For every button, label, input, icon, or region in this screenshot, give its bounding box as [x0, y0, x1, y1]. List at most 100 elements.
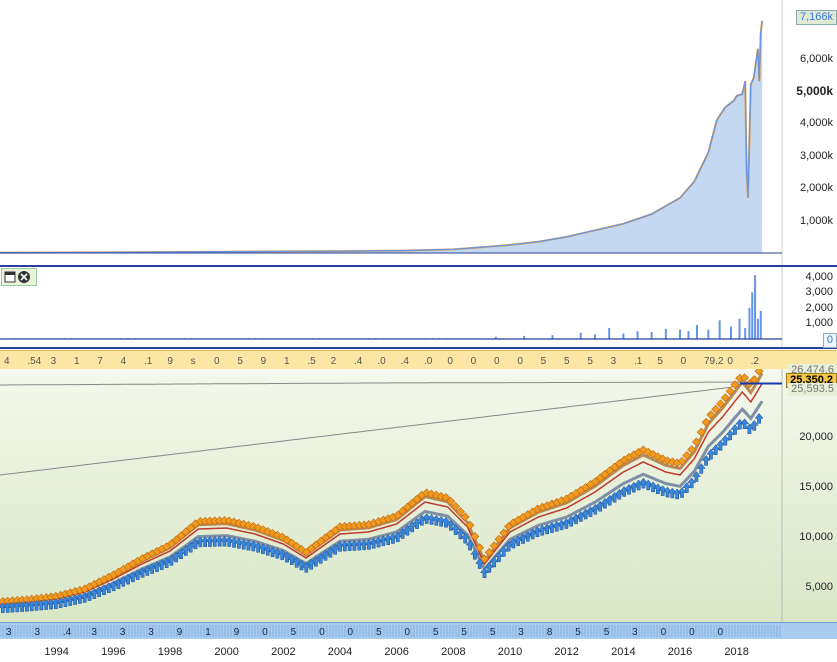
- strip-top-label: 5: [657, 356, 663, 367]
- strip-top-label: 3: [51, 356, 57, 367]
- equity-chart: [0, 0, 783, 265]
- buy-arrow: [691, 471, 701, 482]
- sell-marker: [480, 554, 489, 564]
- buy-arrow: [725, 429, 735, 441]
- strip-top-label: .0: [424, 356, 433, 367]
- strip-top-label: 5: [587, 356, 593, 367]
- price-pane: [0, 369, 837, 637]
- sell-marker: [465, 520, 475, 530]
- strip-bottom-label: 5: [376, 627, 382, 638]
- volume-bar: [730, 326, 732, 339]
- strip-top-label: 1: [284, 356, 290, 367]
- sell-marker: [306, 544, 316, 554]
- strip-bottom-label: 5: [490, 627, 496, 638]
- volume-bar: [687, 331, 690, 339]
- sell-marker: [460, 512, 470, 522]
- volume-y-tick: 1,000: [805, 317, 833, 330]
- strip-bottom-label: 0: [689, 627, 695, 638]
- equity-y-tick: 1,000k: [799, 214, 833, 227]
- strip-top-label: 0: [447, 356, 453, 367]
- sell-marker: [730, 380, 740, 390]
- buy-arrow: [475, 558, 485, 569]
- buy-arrow: [470, 548, 480, 560]
- strip-bottom-label: 3: [120, 627, 126, 638]
- volume-bar: [679, 329, 681, 339]
- strip-bottom-label: 9: [234, 627, 240, 638]
- strip-bottom-label: 3: [34, 627, 40, 638]
- volume-bar: [608, 328, 611, 339]
- volume-bar: [622, 333, 625, 339]
- sell-marker: [412, 494, 422, 504]
- buy-arrow: [354, 539, 364, 551]
- sell-marker: [494, 534, 504, 544]
- buy-arrow: [696, 463, 706, 474]
- strip-bottom-label: 8: [547, 627, 553, 638]
- strip-top-label: 5: [564, 356, 570, 367]
- strip-top-label: s: [191, 356, 196, 367]
- x-axis-year-label: 1998: [157, 646, 183, 658]
- price-y-tick: 10,000: [799, 531, 833, 543]
- strip-top-label: 0: [494, 356, 500, 367]
- buy-arrow: [345, 540, 355, 552]
- sell-marker: [489, 541, 499, 551]
- strip-top-label: 4: [121, 356, 127, 367]
- equity-y-tick: 6,000k: [799, 52, 833, 65]
- strip-bottom-label: 3: [518, 627, 524, 638]
- sell-marker: [186, 523, 196, 533]
- volume-y-tick: 3,000: [805, 286, 833, 299]
- strip-top-label: 1: [74, 356, 80, 367]
- strip-bottom-label: 0: [348, 627, 354, 638]
- sell-marker: [716, 399, 725, 409]
- buy-arrow: [489, 556, 499, 568]
- equity-area: [0, 20, 763, 253]
- strip-top-label: .54: [27, 356, 41, 367]
- strip-bottom-label: 0: [661, 627, 667, 638]
- buy-arrow: [701, 455, 711, 466]
- maximize-icon[interactable]: [4, 271, 16, 283]
- equity-y-tick: 5,000k: [796, 84, 833, 98]
- strip-bottom-label: 9: [177, 627, 183, 638]
- sell-marker: [677, 456, 687, 466]
- x-axis-year-label: 2000: [214, 646, 239, 658]
- strip-top-label: .1: [634, 356, 643, 367]
- buy-arrow: [730, 424, 740, 435]
- sell-marker: [311, 540, 321, 550]
- buy-arrow: [754, 412, 764, 424]
- sell-marker: [682, 451, 692, 460]
- strip-bottom-label: 3: [632, 627, 638, 638]
- sell-marker: [316, 536, 326, 546]
- volume-bar: [636, 331, 639, 339]
- strip-bottom-label: 1: [205, 627, 211, 638]
- volume-bar: [759, 310, 762, 339]
- label-strip-bottom: 3 3 .4 3 3 3 9 1 9 0 5 0 0 5 0 5 5 5 3 8 5 5 3 0 0 0: [0, 622, 837, 639]
- volume-bar: [756, 318, 759, 339]
- strip-top-label: 0: [471, 356, 477, 367]
- sell-marker: [590, 477, 600, 487]
- strip-top-label: 0: [517, 356, 523, 367]
- strip-bottom-label: .4: [63, 627, 72, 638]
- strip-top-label: .0: [377, 356, 386, 367]
- strip-top-label: 5: [237, 356, 243, 367]
- sell-marker: [166, 539, 176, 549]
- equity-last-value-tag: 7,166k: [795, 10, 837, 25]
- sell-marker: [181, 527, 191, 537]
- sell-marker: [301, 547, 311, 557]
- x-axis-year-label: 2008: [441, 646, 466, 658]
- strip-bottom-label: 3: [91, 627, 97, 638]
- close-icon[interactable]: [18, 271, 30, 283]
- equity-line: [0, 20, 763, 254]
- buy-arrow: [460, 532, 470, 544]
- sell-marker: [171, 535, 181, 545]
- volume-y-tick: 2,000: [805, 301, 833, 314]
- sell-marker: [325, 529, 335, 539]
- strip-top-label: 0: [214, 356, 220, 367]
- sell-marker: [600, 469, 610, 479]
- price-chart: [0, 369, 783, 637]
- sell-marker: [610, 462, 619, 472]
- buy-arrow: [359, 539, 369, 551]
- sell-marker: [403, 502, 412, 512]
- buy-arrow: [749, 419, 759, 431]
- moving-average-long: [0, 383, 760, 476]
- volume-bar: [744, 328, 747, 339]
- x-axis-year-label: 1994: [44, 646, 69, 658]
